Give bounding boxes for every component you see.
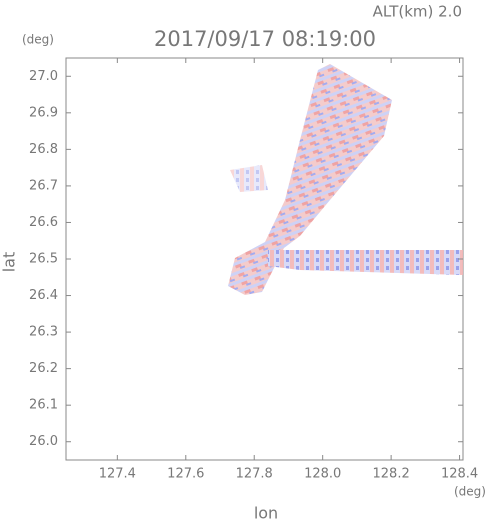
y-tick-label: 26.8 [29,142,58,157]
x-tick-label: 128.0 [304,467,341,482]
chart-title: 2017/09/17 08:19:00 [154,27,376,51]
y-tick-label: 26.1 [29,398,58,413]
y-tick-label: 26.6 [29,215,58,230]
y-tick-label: 26.7 [29,178,58,193]
echo-band [268,250,463,275]
x-tick-label: 127.4 [99,467,136,482]
y-unit: (deg) [22,33,54,47]
y-axis-label: lat [0,252,19,273]
x-axis-label: lon [254,504,278,521]
x-tick-label: 127.6 [167,467,204,482]
x-unit: (deg) [454,485,486,499]
x-tick-label: 128.4 [441,467,478,482]
y-tick-label: 26.0 [29,434,58,449]
altitude: ALT(km) 2.0 [373,3,462,21]
x-tick-label: 127.8 [236,467,273,482]
y-tick-label: 26.5 [29,252,58,267]
echo-fan [228,64,392,295]
y-tick-label: 26.9 [29,105,58,120]
radar-echo [228,64,463,295]
x-tick-label: 128.2 [373,467,410,482]
y-tick-label: 26.4 [29,288,58,303]
y-tick-label: 27.0 [29,69,58,84]
y-tick-label: 26.3 [29,325,58,340]
y-tick-label: 26.2 [29,361,58,376]
echo-patch [230,165,268,192]
